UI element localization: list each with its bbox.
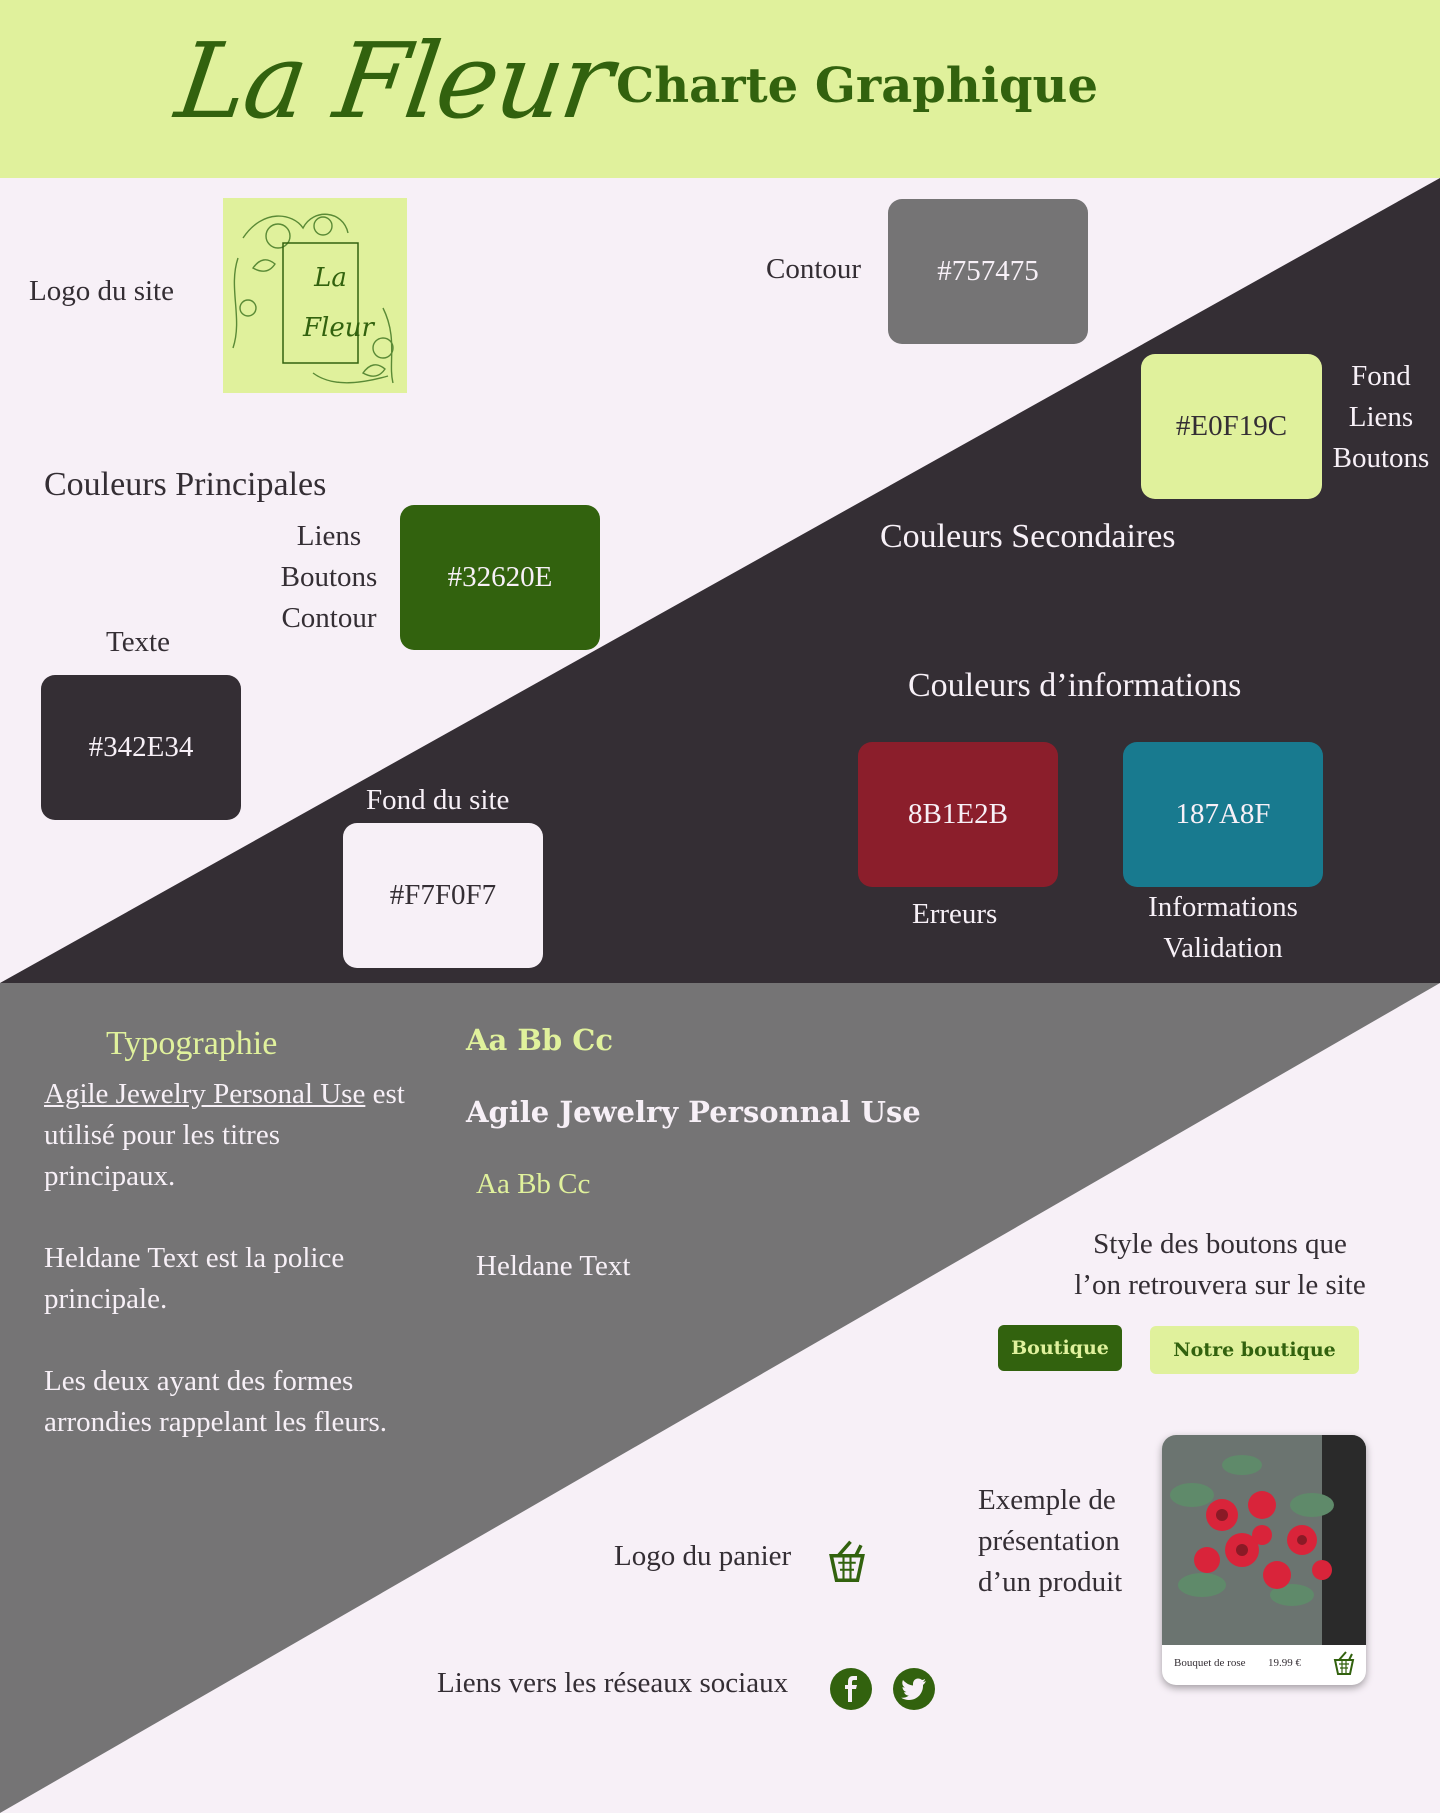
typography-para3-line-1: Les deux ayant des formes — [44, 1365, 354, 1397]
product-intro: Exemple de présentation d’un produit — [978, 1480, 1122, 1603]
add-to-cart-icon[interactable] — [1332, 1650, 1356, 1676]
buttons-intro-line-1: Style des boutons que — [1093, 1228, 1347, 1260]
page-title: Charte Graphique — [616, 58, 1098, 114]
product-card[interactable]: Bouquet de rose 19.99 € — [1162, 1435, 1366, 1685]
product-name: Bouquet de rose — [1174, 1657, 1246, 1669]
social-links-label: Liens vers les réseaux sociaux — [437, 1667, 789, 1699]
buttons-intro-line-2: l’on retrouvera sur le site — [1074, 1269, 1366, 1301]
secondary-use-fond: Fond — [1351, 360, 1411, 392]
info-colors-heading: Couleurs d’informations — [908, 667, 1242, 704]
typography-heading: Typographie — [106, 1025, 278, 1062]
product-price: 19.99 € — [1268, 1657, 1301, 1669]
principal-colors-heading: Couleurs Principales — [44, 466, 327, 503]
cart-logo-label: Logo du panier — [614, 1540, 792, 1572]
typography-para2-line-1: Heldane Text est la police — [44, 1242, 345, 1274]
notre-boutique-button[interactable]: Notre boutique — [1150, 1326, 1359, 1374]
site-logo: La Fleur — [223, 198, 407, 393]
typography-line-3: principaux. — [44, 1160, 176, 1192]
typography-paragraph-1: Agile Jewelry Personal Use est utilisé p… — [44, 1074, 444, 1197]
green-use-boutons: Boutons — [280, 561, 378, 593]
typography-para3-line-2: arrondies rappelant les fleurs. — [44, 1406, 388, 1438]
typography-line-1-rest: est — [365, 1078, 405, 1110]
secondary-uses: Fond Liens Boutons — [1320, 356, 1440, 479]
logo-mark-text: La Fleur — [303, 263, 374, 343]
secondary-use-liens: Liens — [1348, 401, 1414, 433]
product-intro-line-2: présentation — [978, 1525, 1120, 1557]
typography-paragraph-2: Heldane Text est la police principale. — [44, 1238, 444, 1320]
agile-jewelry-font-link[interactable]: Agile Jewelry Personal Use — [44, 1078, 366, 1110]
secondary-use-boutons: Boutons — [1332, 442, 1430, 474]
title-font-name: Agile Jewelry Personnal Use — [466, 1095, 921, 1129]
text-color-swatch: #342E34 — [41, 675, 241, 820]
buttons-intro: Style des boutons que l’on retrouvera su… — [1050, 1224, 1390, 1306]
title-font-sample: Aa Bb Cc — [466, 1023, 614, 1057]
boutique-button[interactable]: Boutique — [998, 1325, 1122, 1371]
brand-logo-text: La Fleur — [169, 20, 619, 142]
green-use-liens: Liens — [296, 520, 362, 552]
green-use-contour: Contour — [281, 602, 377, 634]
body-font-name: Heldane Text — [476, 1250, 631, 1282]
outline-swatch: #757475 — [888, 199, 1088, 344]
basket-icon[interactable] — [826, 1538, 868, 1584]
text-color-label: Texte — [106, 626, 170, 658]
dark-diagonal-band — [0, 178, 1440, 983]
info-use-validation: Validation — [1163, 932, 1283, 964]
typography-para2-line-2: principale. — [44, 1283, 168, 1315]
header-bar: La Fleur Charte Graphique — [0, 0, 1440, 178]
twitter-icon[interactable] — [893, 1668, 935, 1710]
floral-frame-icon — [232, 213, 394, 384]
info-use-informations: Informations — [1148, 891, 1298, 923]
error-swatch: 8B1E2B — [858, 742, 1058, 887]
outline-label: Contour — [766, 253, 862, 285]
error-label: Erreurs — [912, 898, 998, 930]
secondary-swatch: #E0F19C — [1141, 354, 1322, 499]
light-diagonal-band — [0, 983, 1440, 1813]
body-font-sample: Aa Bb Cc — [476, 1168, 591, 1200]
green-uses: Liens Boutons Contour — [268, 516, 390, 639]
product-photo — [1162, 1435, 1366, 1645]
logo-label: Logo du site — [29, 275, 174, 307]
info-swatch: 187A8F — [1123, 742, 1323, 887]
typography-paragraph-3: Les deux ayant des formes arrondies rapp… — [44, 1361, 444, 1443]
background-color-label: Fond du site — [366, 784, 510, 816]
facebook-icon[interactable] — [830, 1668, 872, 1710]
info-uses: Informations Validation — [1120, 887, 1326, 969]
secondary-colors-heading: Couleurs Secondaires — [880, 518, 1176, 555]
product-intro-line-3: d’un produit — [978, 1566, 1123, 1598]
background-color-swatch: #F7F0F7 — [343, 823, 543, 968]
product-intro-line-1: Exemple de — [978, 1484, 1116, 1516]
primary-green-swatch: #32620E — [400, 505, 600, 650]
typography-line-2: utilisé pour les titres — [44, 1119, 280, 1151]
